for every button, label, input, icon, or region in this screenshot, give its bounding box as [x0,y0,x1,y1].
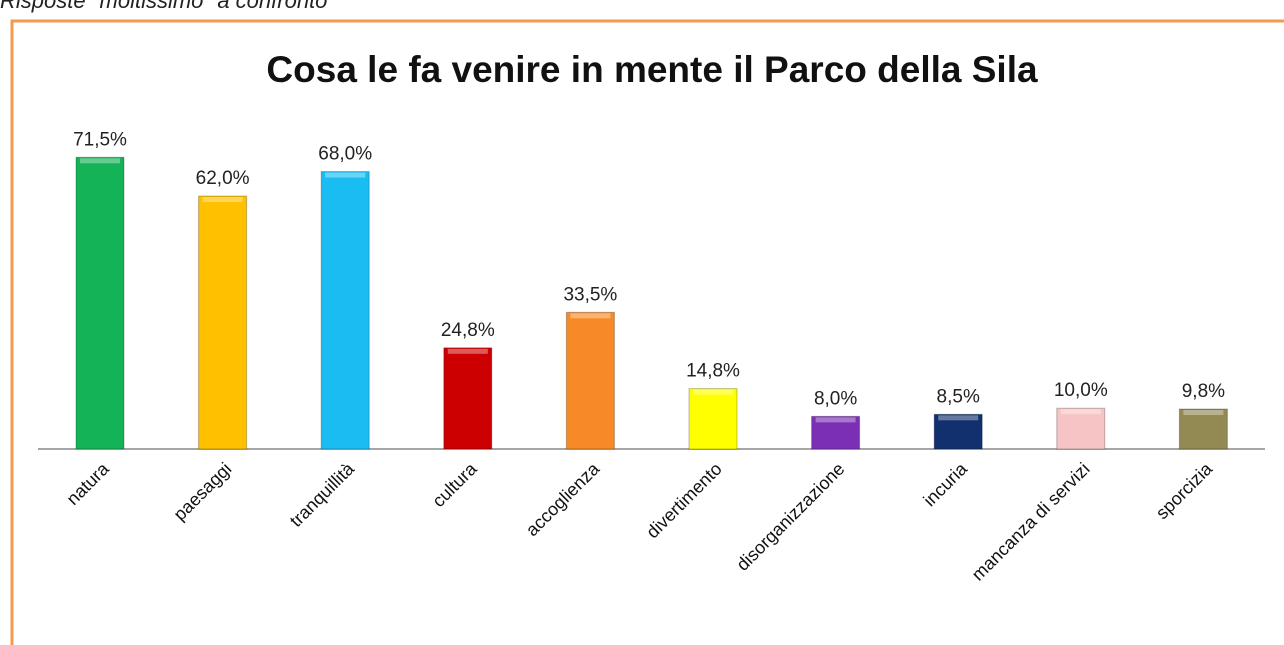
value-label: 24,8% [441,320,495,341]
value-label: 62,0% [196,168,250,189]
bar-highlight [1183,410,1224,416]
value-label: 8,5% [937,386,980,407]
value-label: 68,0% [318,144,372,165]
x-tick-label: accoglienza [522,458,604,540]
x-tick-label: tranquillità [286,458,359,531]
bar-highlight [325,172,366,178]
bar-highlight [1060,409,1101,415]
x-tick-label: divertimento [642,459,725,542]
x-tick-label: sporcizia [1152,458,1217,523]
bar [75,156,125,450]
bar-highlight [202,197,243,203]
value-label: 8,0% [814,388,857,409]
bar-highlight [815,417,856,423]
value-label: 10,0% [1054,380,1108,401]
bar [320,171,370,450]
heading: Risposte "moltissimo" a confronto [0,0,327,13]
value-label: 33,5% [563,284,617,305]
bar [565,311,615,450]
bar-highlight [447,348,488,354]
bar [198,195,248,450]
x-tick-label: disorganizzazione [732,459,848,575]
bar [811,415,861,450]
bar-highlight [570,313,611,319]
frame [10,19,1284,645]
x-tick-label: natura [63,458,114,509]
bar-highlight [80,158,120,164]
x-tick-label: incuria [919,458,971,510]
x-tick-label: paesaggi [170,459,236,525]
value-label: 9,8% [1182,381,1225,402]
value-label: 71,5% [73,129,127,150]
bar [933,413,983,450]
bar [1056,407,1106,450]
bar-highlight [938,415,979,421]
bar-highlight [693,389,733,395]
value-label: 14,8% [686,361,740,382]
x-tick-label: cultura [428,458,481,511]
bar [1178,408,1228,450]
bar [688,388,738,450]
chart-title: Cosa le fa venire in mente il Parco dell… [266,49,1038,90]
bar [443,347,493,450]
x-tick-label: mancanza di servizi [968,459,1094,585]
